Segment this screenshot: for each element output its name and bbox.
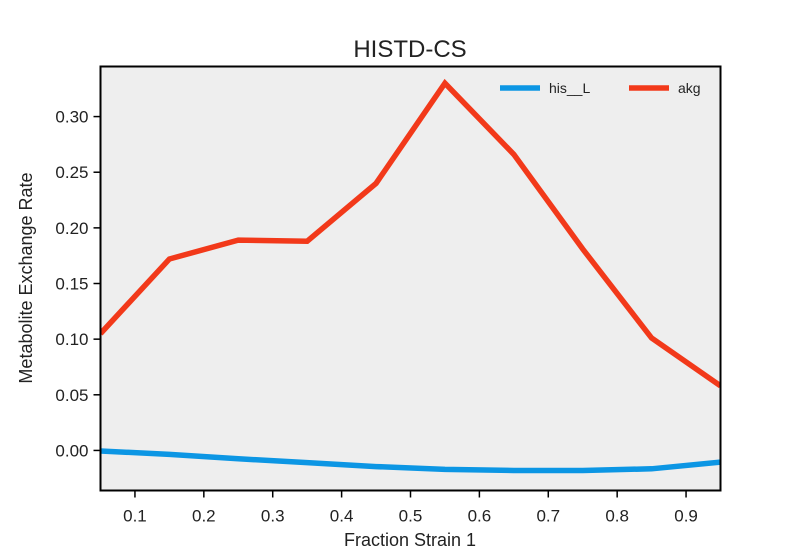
legend: his__L akg bbox=[500, 80, 701, 96]
x-tick-label: 0.6 bbox=[468, 507, 492, 526]
y-tick-label: 0.05 bbox=[55, 386, 88, 405]
y-tick-label: 0.20 bbox=[55, 219, 88, 238]
x-tick-label: 0.4 bbox=[330, 507, 354, 526]
x-tick-label: 0.7 bbox=[536, 507, 560, 526]
y-tick-label: 0.25 bbox=[55, 163, 88, 182]
y-tick-label: 0.10 bbox=[55, 330, 88, 349]
series-line-akg bbox=[100, 78, 721, 389]
legend-label: his__L bbox=[549, 80, 590, 96]
y-axis-label: Metabolite Exchange Rate bbox=[16, 172, 36, 383]
y-tick-label: 0.00 bbox=[55, 441, 88, 460]
x-axis-ticks: 0.1 0.2 0.3 0.4 0.5 0.6 0.7 0.8 0.9 bbox=[123, 491, 698, 526]
chart-title: HISTD-CS bbox=[353, 36, 466, 63]
y-tick-label: 0.15 bbox=[55, 275, 88, 294]
series-line-his-l bbox=[100, 448, 721, 474]
x-tick-label: 0.3 bbox=[261, 507, 285, 526]
x-tick-label: 0.9 bbox=[674, 507, 698, 526]
y-tick-label: 0.30 bbox=[55, 108, 88, 127]
x-tick-label: 0.8 bbox=[605, 507, 629, 526]
legend-label: akg bbox=[678, 80, 701, 96]
x-tick-label: 0.5 bbox=[399, 507, 423, 526]
x-tick-label: 0.1 bbox=[123, 507, 147, 526]
x-axis-label: Fraction Strain 1 bbox=[344, 530, 476, 550]
x-tick-label: 0.2 bbox=[192, 507, 216, 526]
plot-frame bbox=[99, 65, 722, 492]
y-axis-ticks: 0.00 0.05 0.10 0.15 0.20 0.25 0.30 bbox=[55, 108, 100, 460]
series-layer bbox=[100, 78, 721, 474]
